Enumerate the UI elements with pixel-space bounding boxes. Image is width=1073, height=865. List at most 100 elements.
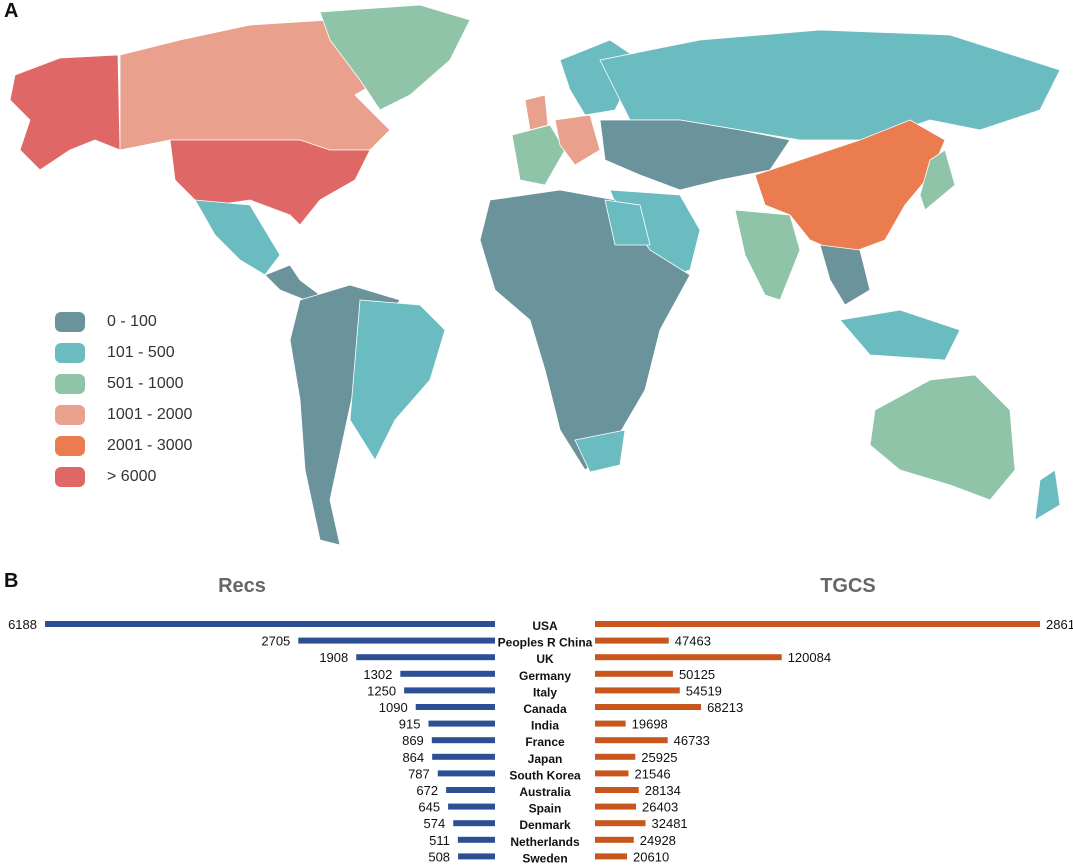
bar-recs — [400, 670, 495, 677]
legend-swatch — [55, 435, 85, 456]
bar-recs — [428, 720, 495, 727]
china-region — [754, 119, 946, 256]
bar-tgcs — [595, 704, 702, 710]
data-label-recs: 1302 — [363, 667, 392, 682]
category-label: France — [525, 735, 565, 749]
data-label-tgcs: 32481 — [652, 816, 688, 831]
bar-tgcs — [595, 770, 629, 777]
legend-swatch — [55, 466, 85, 487]
bar-tgcs — [595, 720, 626, 727]
legend-swatch — [55, 311, 85, 332]
bar-recs — [453, 820, 495, 827]
bar-tgcs — [595, 654, 782, 661]
panel-label-a: A — [4, 0, 19, 22]
data-label-tgcs: 26403 — [642, 800, 678, 815]
uk-region — [524, 94, 549, 131]
indonesia-region — [839, 309, 961, 361]
category-label: Sweden — [522, 851, 567, 865]
data-label-tgcs: 24928 — [640, 833, 676, 848]
category-label: Italy — [533, 685, 557, 699]
bar-tgcs — [595, 737, 668, 744]
series-title-recs: Recs — [218, 575, 266, 597]
legend-swatch — [55, 342, 85, 363]
category-label: USA — [532, 619, 558, 633]
japan-region — [919, 149, 956, 211]
legend-swatch — [55, 404, 85, 425]
data-label-tgcs: 19698 — [632, 717, 668, 732]
category-label: Peoples R China — [498, 636, 593, 650]
data-label-tgcs: 47463 — [675, 634, 711, 649]
series-title-tgcs: TGCS — [820, 575, 876, 597]
category-label: South Korea — [509, 768, 581, 782]
bar-recs — [45, 621, 495, 627]
data-label-recs: 869 — [402, 733, 424, 748]
data-label-recs: 672 — [416, 783, 438, 798]
legend-item: > 6000 — [55, 461, 192, 492]
data-label-recs: 915 — [399, 717, 421, 732]
bar-recs — [404, 687, 495, 694]
bar-tgcs — [595, 637, 669, 644]
brazil-region — [349, 299, 446, 461]
legend-item: 0 - 100 — [55, 306, 192, 337]
data-label-recs: 511 — [429, 833, 450, 848]
egypt-region — [604, 199, 651, 246]
data-label-recs: 2705 — [261, 634, 290, 649]
bar-recs — [298, 637, 495, 644]
south-africa-region — [574, 429, 626, 473]
data-label-tgcs: 46733 — [674, 733, 710, 748]
category-label: Spain — [529, 802, 562, 816]
bar-recs — [446, 787, 495, 793]
legend-label: 101 - 500 — [107, 343, 175, 361]
category-label: India — [531, 719, 559, 733]
category-label: Australia — [519, 785, 571, 799]
bar-tgcs — [595, 836, 634, 843]
australia-region — [869, 374, 1016, 501]
alaska-region — [9, 54, 121, 171]
legend-item: 101 - 500 — [55, 337, 192, 368]
central-europe-region — [554, 114, 601, 166]
map-legend: 0 - 100 101 - 500 501 - 1000 1001 - 2000 200… — [55, 306, 192, 492]
bar-tgcs — [595, 803, 637, 810]
bar-recs — [437, 770, 495, 777]
data-label-recs: 1908 — [319, 650, 348, 665]
data-label-recs: 1250 — [367, 683, 396, 698]
legend-swatch — [55, 373, 85, 394]
category-label: UK — [536, 652, 554, 666]
legend-label: 501 - 1000 — [107, 374, 184, 392]
bar-recs — [415, 704, 495, 710]
data-label-recs: 787 — [408, 766, 430, 781]
data-label-recs: 6188 — [8, 617, 37, 632]
bar-tgcs — [595, 753, 636, 760]
bar-recs — [431, 737, 495, 744]
data-label-recs: 574 — [424, 816, 446, 831]
data-label-recs: 508 — [428, 849, 450, 864]
data-label-tgcs: 68213 — [707, 700, 743, 715]
category-label: Japan — [528, 752, 563, 766]
bar-tgcs — [595, 820, 646, 827]
data-label-recs: 1090 — [379, 700, 408, 715]
mexico-region — [194, 199, 281, 276]
bar-recs — [457, 836, 495, 843]
legend-item: 1001 - 2000 — [55, 399, 192, 430]
category-label: Canada — [523, 702, 567, 716]
bar-recs — [432, 753, 495, 760]
world-map — [9, 4, 1061, 546]
data-label-tgcs: 21546 — [635, 766, 671, 781]
bar-tgcs — [595, 853, 628, 860]
bar-recs — [356, 654, 495, 661]
southeast-asia-region — [819, 244, 871, 306]
data-label-tgcs: 28134 — [645, 783, 681, 798]
greenland-region — [319, 4, 471, 111]
bar-tgcs — [595, 687, 680, 694]
data-label-tgcs: 20610 — [633, 849, 669, 864]
category-label: Netherlands — [510, 835, 580, 849]
bar-tgcs — [595, 670, 673, 677]
legend-label: 0 - 100 — [107, 312, 157, 330]
bar-tgcs — [595, 787, 639, 793]
data-label-tgcs: 50125 — [679, 667, 715, 682]
bar-recs — [448, 803, 495, 810]
category-label: Denmark — [519, 818, 571, 832]
legend-label: > 6000 — [107, 467, 157, 485]
legend-label: 2001 - 3000 — [107, 436, 193, 454]
